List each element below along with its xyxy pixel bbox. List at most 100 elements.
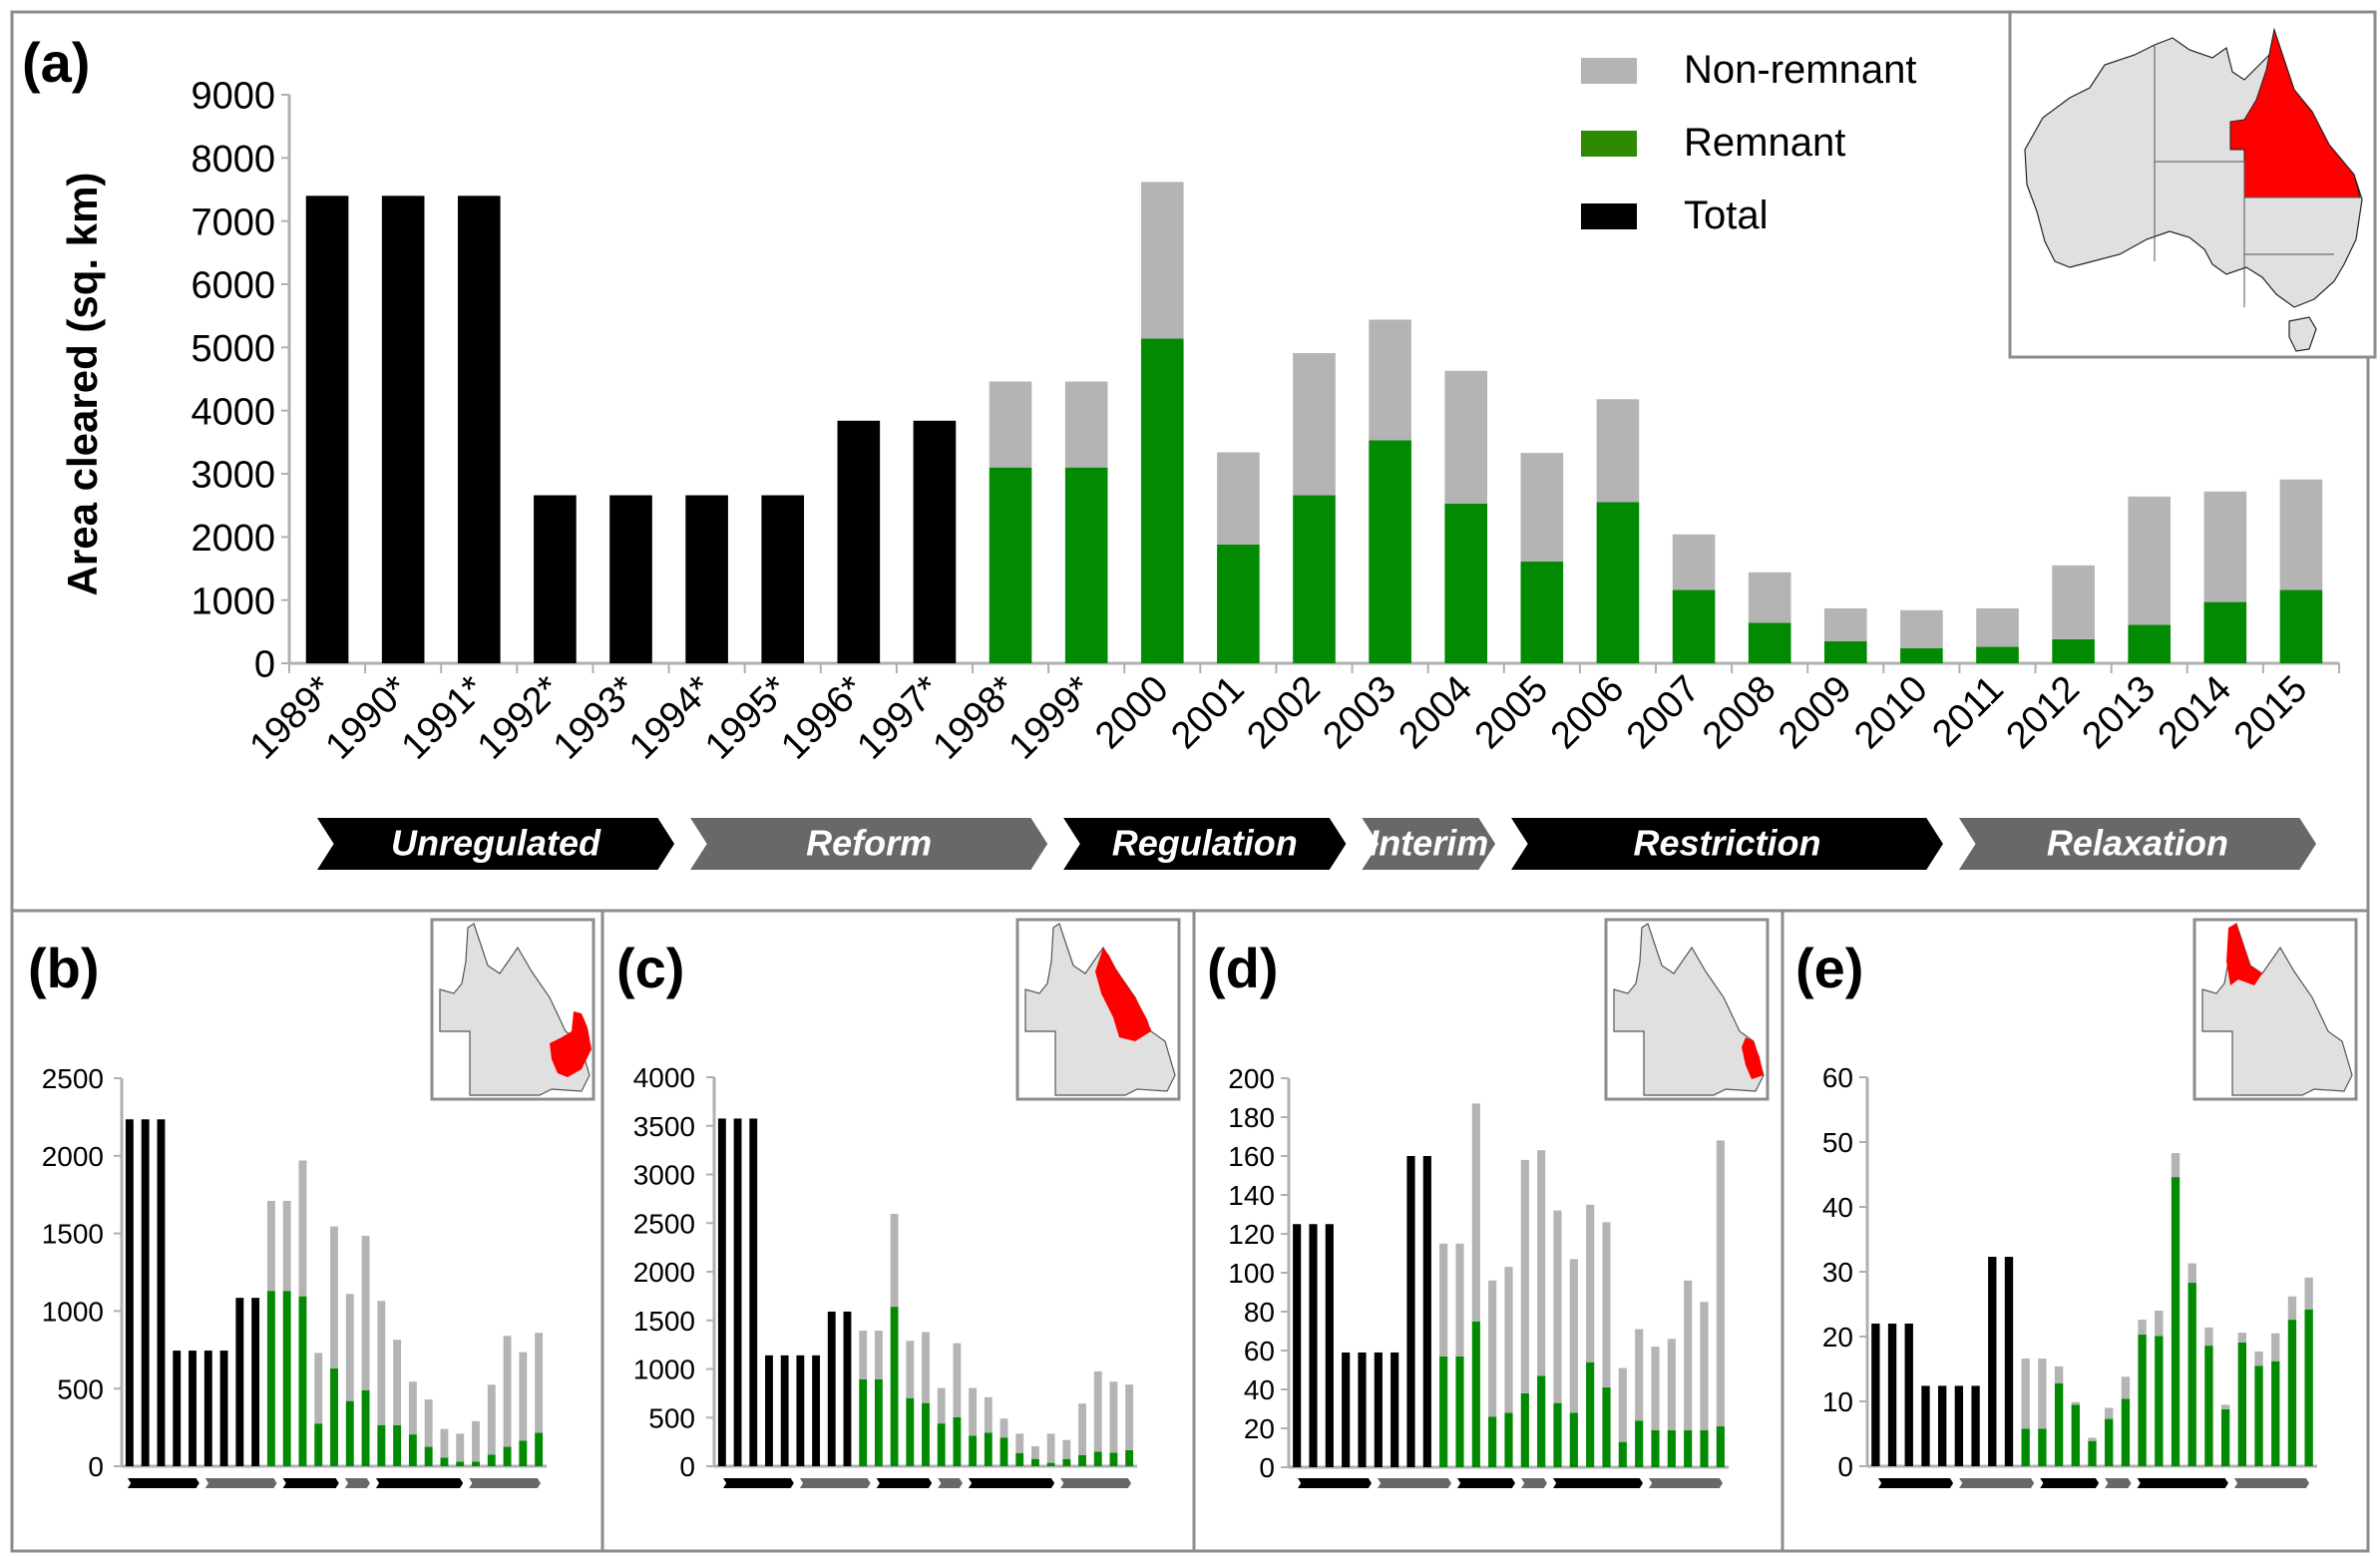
bar-non-remnant	[2171, 1153, 2181, 1178]
bar-total	[1921, 1385, 1930, 1466]
y-tick-label: 100	[1228, 1258, 1275, 1289]
phase-arrow	[2105, 1478, 2132, 1488]
x-tick-label: 1994*	[621, 668, 721, 768]
bar-total	[219, 1351, 228, 1466]
y-tick-label: 0	[88, 1451, 104, 1482]
bar-remnant	[906, 1397, 915, 1466]
y-tick-label: 2500	[42, 1063, 104, 1094]
queensland-inset-map	[1604, 918, 1770, 1101]
y-tick-label: 1000	[42, 1296, 104, 1327]
bar-non-remnant	[859, 1330, 868, 1379]
bar-non-remnant	[999, 1418, 1008, 1438]
bar-remnant	[2187, 1283, 2196, 1466]
y-tick-label: 120	[1228, 1219, 1275, 1250]
bar-non-remnant	[937, 1387, 946, 1424]
bar-total	[173, 1351, 182, 1466]
bar-remnant	[440, 1457, 449, 1466]
bar-remnant	[2021, 1428, 2030, 1466]
bar-non-remnant	[393, 1340, 402, 1425]
phase-arrow	[938, 1478, 963, 1488]
x-tick-label: 2006	[1543, 668, 1632, 757]
bar-remnant	[314, 1423, 323, 1466]
bar-non-remnant	[2220, 1404, 2230, 1409]
bar-remnant	[1046, 1462, 1055, 1466]
bar-non-remnant	[1586, 1204, 1595, 1362]
legend-label-remnant: Remnant	[1684, 121, 1845, 165]
bar-total	[235, 1298, 244, 1466]
chart-c: 0 500 1000 1500 2000 2500 3000 3500 4000	[633, 1062, 1137, 1488]
bar-remnant	[1651, 1429, 1660, 1467]
bar-non-remnant	[1064, 381, 1108, 468]
bar-non-remnant	[1444, 370, 1488, 504]
bar-non-remnant	[1520, 1159, 1529, 1393]
bar-non-remnant	[1504, 1267, 1513, 1413]
bar-remnant	[1078, 1454, 1086, 1466]
legend: Non-remnant Remnant Total	[1581, 48, 1916, 237]
bar-non-remnant	[408, 1381, 417, 1435]
bar-non-remnant	[472, 1420, 480, 1462]
y-tick-label: 6000	[191, 265, 275, 307]
bar-non-remnant	[2021, 1359, 2030, 1429]
bar-non-remnant	[1900, 609, 1943, 648]
bar-remnant	[1293, 495, 1336, 663]
tasmania-outline	[2288, 316, 2317, 352]
y-tick-label: 30	[1822, 1257, 1853, 1288]
panel-e-frame	[1781, 909, 2370, 1553]
bar-remnant	[330, 1367, 338, 1466]
bar-non-remnant	[1672, 534, 1716, 590]
x-tick-label: 2005	[1467, 668, 1556, 757]
bar-remnant	[2038, 1428, 2047, 1466]
x-tick-label: 1999*	[1001, 668, 1101, 768]
bar-non-remnant	[2187, 1263, 2196, 1284]
x-tick-label: 2007	[1619, 668, 1708, 757]
bar-remnant	[266, 1291, 275, 1466]
bar-remnant	[424, 1446, 433, 1466]
bar-non-remnant	[2204, 1327, 2213, 1347]
x-tick-label: 2002	[1239, 668, 1328, 757]
y-tick-label: 20	[1244, 1413, 1275, 1444]
bar-total	[1309, 1224, 1318, 1467]
bar-non-remnant	[922, 1332, 930, 1403]
bar-non-remnant	[989, 381, 1032, 468]
bar-non-remnant	[1217, 452, 1260, 545]
bar-total	[125, 1119, 134, 1466]
bar-non-remnant	[282, 1200, 291, 1292]
y-tick-label: 140	[1228, 1180, 1275, 1211]
panel-label-d: (d)	[1207, 937, 1279, 999]
bar-remnant	[1520, 1392, 1529, 1467]
y-tick-label: 0	[1837, 1451, 1853, 1482]
bar-remnant	[1488, 1416, 1497, 1467]
bar-non-remnant	[1093, 1370, 1102, 1452]
bar-remnant	[2237, 1342, 2247, 1466]
bar-non-remnant	[1293, 353, 1336, 496]
phase-arrow	[1553, 1478, 1643, 1488]
y-tick-label: 40	[1822, 1192, 1853, 1223]
bar-remnant	[1031, 1458, 1039, 1466]
bar-remnant	[1369, 440, 1411, 663]
y-tick-label: 8000	[191, 139, 275, 181]
bar-total	[796, 1355, 805, 1466]
phase-arrow	[2040, 1478, 2100, 1488]
y-tick-label: 3000	[191, 455, 275, 497]
chart-b: 0 500 1000 1500 2000 2500	[42, 1063, 547, 1488]
queensland-inset-map	[430, 918, 595, 1101]
bar-non-remnant	[2279, 479, 2323, 590]
bar-non-remnant	[456, 1433, 465, 1462]
bar-total	[733, 1118, 742, 1466]
bar-total	[1293, 1224, 1302, 1467]
bar-non-remnant	[487, 1384, 496, 1455]
bar-total	[157, 1119, 166, 1466]
bar-non-remnant	[266, 1200, 275, 1292]
y-tick-label: 20	[1822, 1322, 1853, 1353]
bar-total	[381, 195, 425, 664]
bar-non-remnant	[890, 1213, 899, 1308]
bar-non-remnant	[535, 1333, 544, 1433]
bar-non-remnant	[2121, 1376, 2131, 1399]
bar-remnant	[1586, 1362, 1595, 1467]
bar-remnant	[953, 1416, 962, 1466]
phase-arrow	[1060, 1478, 1131, 1488]
chart-e: 0 10 20 30 40 50 60	[1822, 1062, 2317, 1488]
panel-label-e: (e)	[1795, 937, 1863, 999]
phase-arrow	[1298, 1478, 1372, 1488]
y-tick-label: 2000	[42, 1141, 104, 1172]
